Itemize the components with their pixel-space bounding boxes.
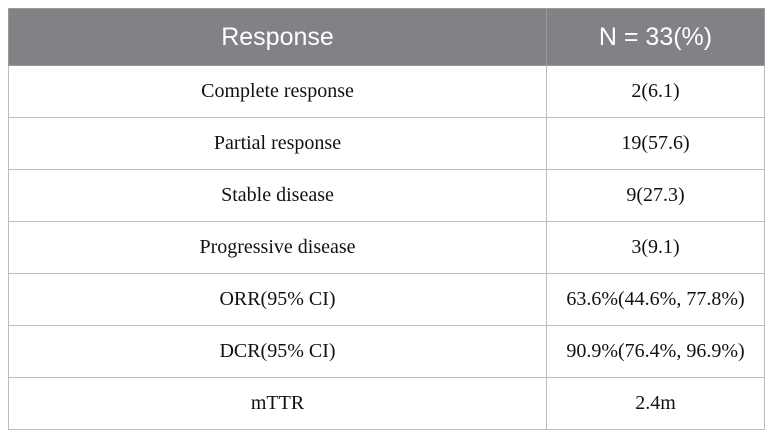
table-row: Progressive disease 3(9.1) bbox=[8, 221, 765, 274]
table-row: Complete response 2(6.1) bbox=[8, 65, 765, 118]
row-label: Progressive disease bbox=[8, 221, 547, 274]
header-row: Response N = 33(%) bbox=[8, 8, 765, 66]
row-label: Stable disease bbox=[8, 169, 547, 222]
row-value: 3(9.1) bbox=[546, 221, 765, 274]
header-response: Response bbox=[8, 8, 547, 66]
table-row: ORR(95% CI) 63.6%(44.6%, 77.8%) bbox=[8, 273, 765, 326]
table-row: Stable disease 9(27.3) bbox=[8, 169, 765, 222]
response-table-container: Response N = 33(%) Complete response 2(6… bbox=[8, 8, 765, 430]
table-row: mTTR 2.4m bbox=[8, 377, 765, 430]
row-value: 9(27.3) bbox=[546, 169, 765, 222]
table-row: DCR(95% CI) 90.9%(76.4%, 96.9%) bbox=[8, 325, 765, 378]
row-label: ORR(95% CI) bbox=[8, 273, 547, 326]
table-row: Partial response 19(57.6) bbox=[8, 117, 765, 170]
row-value: 19(57.6) bbox=[546, 117, 765, 170]
row-value: 63.6%(44.6%, 77.8%) bbox=[546, 273, 765, 326]
header-n-percent: N = 33(%) bbox=[546, 8, 765, 66]
row-label: mTTR bbox=[8, 377, 547, 430]
row-label: Partial response bbox=[8, 117, 547, 170]
table-header: Response N = 33(%) bbox=[8, 8, 765, 66]
response-table: Response N = 33(%) Complete response 2(6… bbox=[8, 8, 765, 430]
row-value: 2.4m bbox=[546, 377, 765, 430]
row-value: 90.9%(76.4%, 96.9%) bbox=[546, 325, 765, 378]
row-value: 2(6.1) bbox=[546, 65, 765, 118]
row-label: DCR(95% CI) bbox=[8, 325, 547, 378]
table-body: Complete response 2(6.1) Partial respons… bbox=[8, 65, 765, 430]
row-label: Complete response bbox=[8, 65, 547, 118]
